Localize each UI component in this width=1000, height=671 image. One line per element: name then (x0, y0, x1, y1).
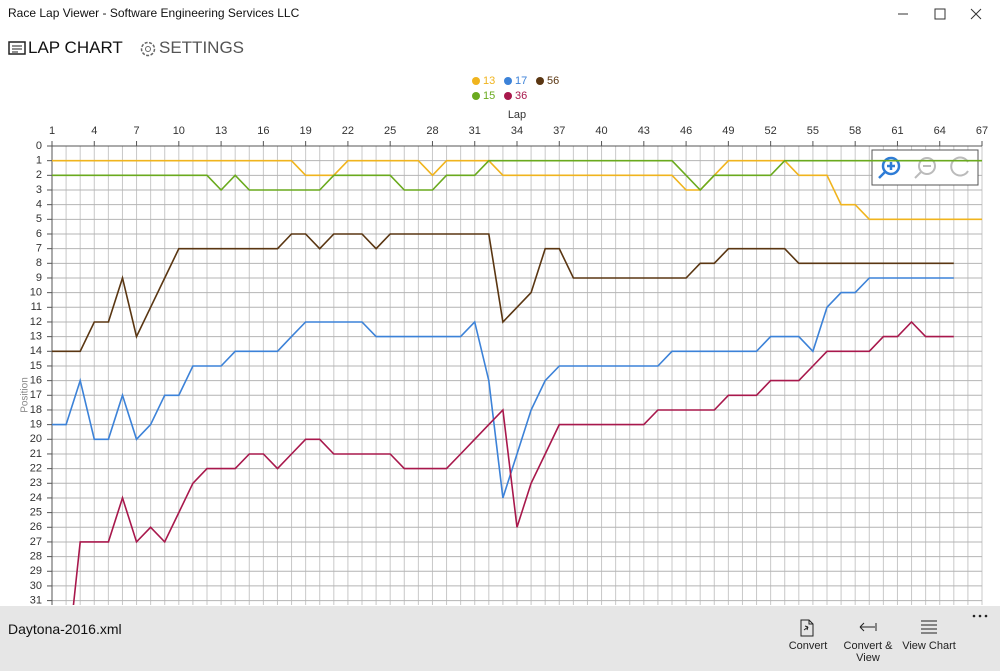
y-tick-label: 14 (30, 345, 42, 357)
y-tick-label: 10 (30, 287, 42, 299)
x-tick-label: 46 (680, 125, 692, 137)
y-tick-label: 5 (36, 213, 42, 225)
y-tick-label: 0 (36, 140, 42, 152)
x-tick-label: 34 (511, 125, 523, 137)
x-tick-label: 49 (722, 125, 734, 137)
convert-icon (800, 619, 814, 637)
y-tick-label: 31 (30, 595, 42, 606)
legend-marker (504, 77, 512, 85)
y-tick-label: 3 (36, 184, 42, 196)
zoom-controls[interactable] (871, 149, 979, 186)
x-tick-label: 13 (215, 125, 227, 137)
x-tick-label: 61 (891, 125, 903, 137)
y-tick-label: 24 (30, 492, 42, 504)
y-axis-label: Position (20, 377, 31, 413)
x-tick-label: 37 (553, 125, 565, 137)
y-tick-label: 16 (30, 375, 42, 387)
legend-label: 36 (515, 90, 527, 102)
x-tick-label: 25 (384, 125, 396, 137)
x-tick-label: 64 (934, 125, 946, 137)
y-tick-label: 4 (36, 199, 42, 211)
grid (51, 145, 983, 605)
y-tick-label: 2 (36, 169, 42, 181)
x-tick-label: 19 (300, 125, 312, 137)
y-tick-label: 9 (36, 272, 42, 284)
legend-label: 15 (483, 90, 495, 102)
y-tick-label: 28 (30, 551, 42, 563)
x-tick-label: 55 (807, 125, 819, 137)
x-tick-label: 4 (91, 125, 97, 137)
series-line (52, 159, 982, 192)
lap-chart-icon (8, 41, 26, 55)
x-tick-label: 10 (173, 125, 185, 137)
y-tick-label: 21 (30, 448, 42, 460)
zoom-in[interactable] (881, 156, 901, 176)
legend-label: 13 (483, 75, 495, 87)
x-tick-label: 52 (765, 125, 777, 137)
convert-view-button[interactable]: Convert & View (843, 640, 893, 664)
y-tick-label: 12 (30, 316, 42, 328)
convert-button[interactable]: Convert (788, 640, 828, 652)
x-axis-label: Lap (508, 109, 526, 121)
zoom-reset[interactable] (950, 156, 969, 177)
x-tick-label: 31 (469, 125, 481, 137)
x-tick-label: 16 (257, 125, 269, 137)
command-bar: Daytona-2016.xml Convert Convert & View … (0, 606, 1000, 671)
legend-marker (504, 92, 512, 100)
y-tick-label: 22 (30, 463, 42, 475)
tab-settings[interactable]: SETTINGS (159, 38, 245, 57)
x-tick-label: 40 (595, 125, 607, 137)
y-tick-label: 8 (36, 257, 42, 269)
view-chart-button[interactable]: View Chart (902, 640, 956, 652)
legend-marker (472, 92, 480, 100)
x-tick-label: 7 (133, 125, 139, 137)
x-tick-label: 1 (49, 125, 55, 137)
y-tick-label: 27 (30, 536, 42, 548)
convert-view-icon (859, 622, 877, 632)
y-tick-label: 6 (36, 228, 42, 240)
y-tick-label: 11 (31, 301, 42, 313)
legend-marker (536, 77, 544, 85)
view-chart-icon (921, 620, 937, 634)
legend-label: 17 (515, 75, 527, 87)
series-line (52, 233, 954, 353)
lap-chart: Lap Position 012345678910111213141516171… (20, 75, 988, 606)
y-tick-label: 29 (30, 565, 42, 577)
legend-marker (472, 77, 480, 85)
y-tick-label: 20 (30, 433, 42, 445)
y-tick-label: 26 (30, 521, 42, 533)
y-tick-label: 23 (30, 477, 42, 489)
close[interactable] (970, 8, 982, 20)
maximize[interactable] (934, 8, 946, 20)
tab-lap-chart[interactable]: LAP CHART (28, 38, 123, 57)
legend-label: 56 (547, 75, 559, 87)
series-line (72, 320, 954, 605)
zoom-box (871, 149, 979, 186)
y-tick-label: 1 (36, 155, 42, 167)
window-title: Race Lap Viewer - Software Engineering S… (8, 6, 300, 20)
y-tick-label: 15 (30, 360, 42, 372)
x-tick-label: 28 (426, 125, 438, 137)
x-tick-label: 43 (638, 125, 650, 137)
x-tick-label: 67 (976, 125, 988, 137)
y-tick-label: 17 (30, 389, 42, 401)
x-tick-label: 22 (342, 125, 354, 137)
y-tick-label: 18 (30, 404, 42, 416)
file-name: Daytona-2016.xml (8, 621, 122, 637)
x-tick-label: 58 (849, 125, 861, 137)
series-line (52, 159, 982, 221)
y-tick-label: 30 (30, 580, 42, 592)
window-controls[interactable] (890, 0, 1000, 28)
more-button[interactable] (970, 612, 992, 620)
y-tick-label: 13 (30, 331, 42, 343)
series-line (52, 277, 954, 499)
zoom-out[interactable] (918, 157, 936, 175)
y-tick-label: 7 (36, 243, 42, 255)
y-tick-label: 19 (30, 419, 42, 431)
settings-icon (140, 41, 156, 57)
y-tick-label: 25 (30, 507, 42, 519)
